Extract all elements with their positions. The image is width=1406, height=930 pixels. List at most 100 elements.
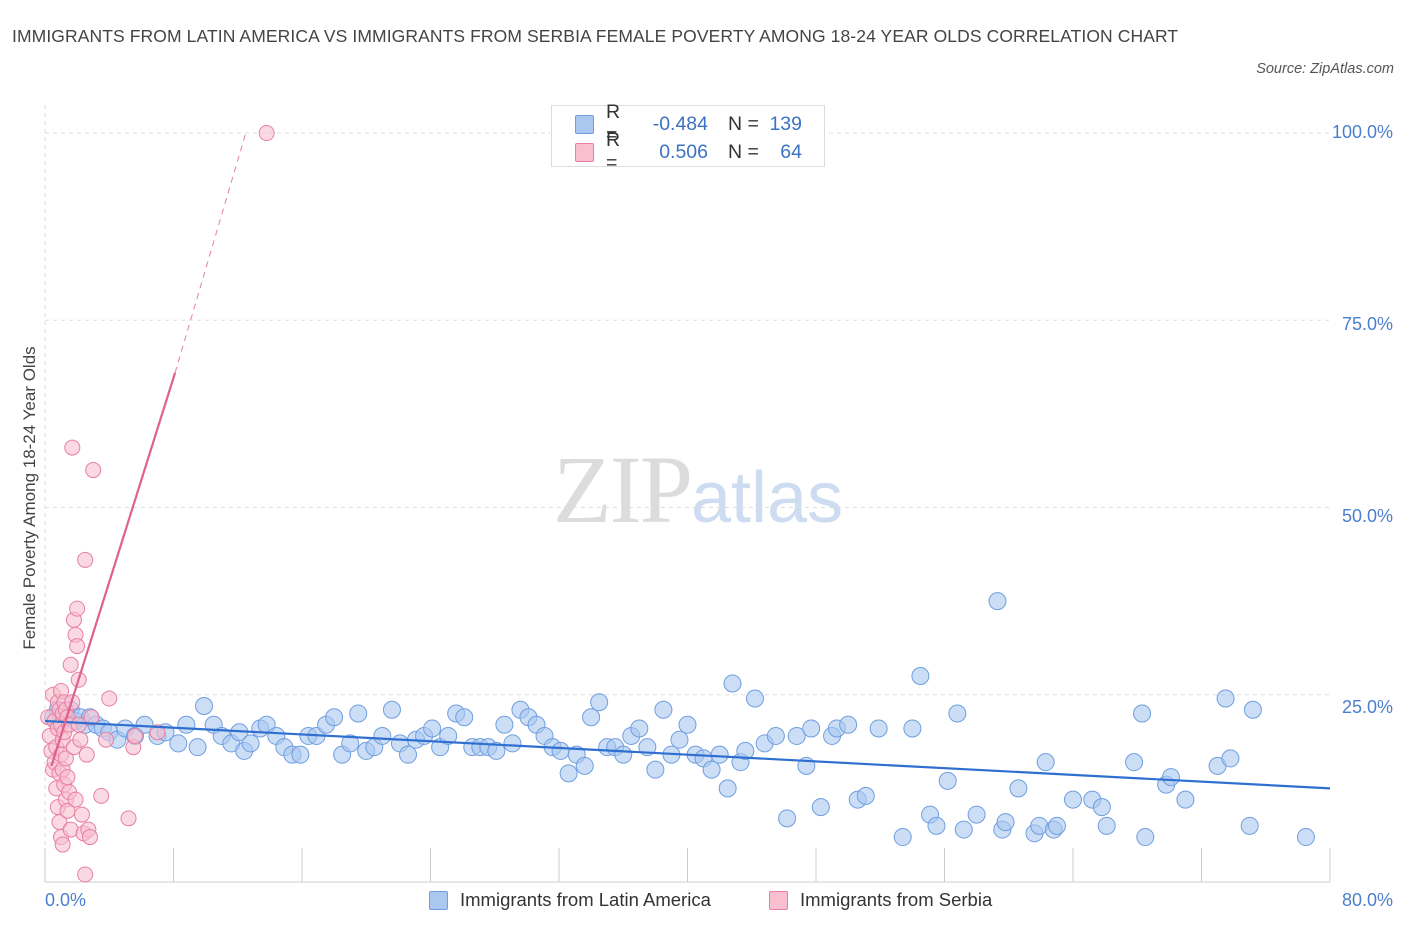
latin-america-point xyxy=(766,726,785,745)
latin-america-point xyxy=(1240,816,1259,835)
latin-america-point xyxy=(439,726,458,745)
latin-america-point xyxy=(291,745,310,764)
latin-america-point xyxy=(911,667,930,686)
chart-title: IMMIGRANTS FROM LATIN AMERICA VS IMMIGRA… xyxy=(12,26,1179,46)
series-label-latin-america: Immigrants from Latin America xyxy=(460,889,711,910)
serbia-point xyxy=(120,810,137,827)
correlation-legend: R = -0.484 N = 139 R = 0.506 N = 64 xyxy=(551,101,825,174)
latin-america-point xyxy=(1296,828,1315,847)
latin-america-point xyxy=(1092,798,1111,817)
latin-america-point xyxy=(373,726,392,745)
series-swatch-serbia xyxy=(769,890,788,910)
latin-america-point xyxy=(188,738,207,757)
serbia-point xyxy=(57,750,74,767)
latin-america-point xyxy=(948,704,967,723)
series-label-serbia: Immigrants from Serbia xyxy=(800,889,993,910)
latin-america-point xyxy=(718,779,737,798)
latin-america-point xyxy=(1125,753,1144,772)
latin-america-point xyxy=(1176,790,1195,809)
legend-r-value: -0.484 xyxy=(652,112,708,135)
serbia-point xyxy=(73,806,90,823)
latin-america-point xyxy=(1097,816,1116,835)
x-tick-min: 0.0% xyxy=(45,890,87,910)
y-tick-100: 100.0% xyxy=(1331,122,1393,142)
latin-america-point xyxy=(349,704,368,723)
latin-america-point xyxy=(678,715,697,734)
latin-america-point xyxy=(839,715,858,734)
serbia-point xyxy=(64,439,81,456)
latin-america-point xyxy=(1216,689,1235,708)
latin-america-point xyxy=(927,816,946,835)
latin-america-point xyxy=(856,786,875,805)
latin-america-point xyxy=(811,798,830,817)
legend-n-label: N = xyxy=(728,112,759,135)
latin-america-point xyxy=(195,696,214,715)
latin-america-point xyxy=(710,745,729,764)
legend-r-value: 0.506 xyxy=(659,140,708,163)
latin-america-point xyxy=(630,719,649,738)
latin-america-point xyxy=(590,693,609,712)
latin-america-point xyxy=(495,715,514,734)
serbia-point xyxy=(81,829,98,846)
serbia-point xyxy=(62,656,79,673)
serbia-point xyxy=(54,836,71,853)
serbia-point xyxy=(126,727,143,744)
latin-america-point xyxy=(423,719,442,738)
latin-america-point xyxy=(967,805,986,824)
serbia-point xyxy=(83,709,100,726)
latin-america-point xyxy=(745,689,764,708)
series-swatch-latin-america xyxy=(429,890,448,910)
series-legend-latin-america[interactable]: Immigrants from Latin America xyxy=(429,889,711,911)
series-legend: Immigrants from Latin America Immigrants… xyxy=(0,889,1406,915)
latin-america-point xyxy=(241,734,260,753)
latin-america-point xyxy=(341,734,360,753)
latin-america-point xyxy=(802,719,821,738)
latin-america-point xyxy=(487,741,506,760)
watermark: ZIPatlas xyxy=(553,440,843,548)
legend-r-label: R = xyxy=(606,101,621,146)
serbia-point xyxy=(69,638,86,655)
latin-america-point xyxy=(1221,749,1240,768)
legend-n-label: N = xyxy=(728,140,759,163)
latin-america-point xyxy=(503,734,522,753)
latin-america-point xyxy=(1047,816,1066,835)
serbia-point xyxy=(93,787,110,804)
latin-america-point xyxy=(670,730,689,749)
latin-america-point xyxy=(1036,753,1055,772)
y-tick-75: 75.0% xyxy=(1341,314,1393,334)
latin-america-point xyxy=(938,771,957,790)
latin-america-point xyxy=(654,700,673,719)
latin-america-point xyxy=(723,674,742,693)
latin-america-point xyxy=(1161,768,1180,787)
legend-n-value: 64 xyxy=(780,140,802,163)
serbia-point xyxy=(67,791,84,808)
y-axis-label: Female Poverty Among 18-24 Year Olds xyxy=(20,346,39,650)
x-tick-max: 80.0% xyxy=(1341,890,1393,910)
legend-n-value: 139 xyxy=(769,112,802,135)
serbia-point xyxy=(77,551,94,568)
legend-row-latin-america: R = -0.484 N = 139 xyxy=(575,101,802,146)
latin-america-point xyxy=(455,708,474,727)
latin-america-point xyxy=(778,809,797,828)
latin-america-point xyxy=(954,820,973,839)
latin-america-point xyxy=(559,764,578,783)
y-tick-25: 25.0% xyxy=(1341,697,1393,717)
serbia-point xyxy=(59,769,76,786)
watermark-zip: ZIP xyxy=(553,436,693,543)
latin-america-point xyxy=(399,745,418,764)
latin-america-point xyxy=(988,592,1007,611)
legend-swatch-serbia xyxy=(575,142,594,162)
serbia-trend-line xyxy=(50,372,177,767)
series-legend-serbia[interactable]: Immigrants from Serbia xyxy=(769,889,992,911)
latin-america-point xyxy=(869,719,888,738)
legend-swatch-latin-america xyxy=(575,114,594,134)
serbia-point xyxy=(77,866,94,883)
y-tick-50: 50.0% xyxy=(1341,506,1393,526)
serbia-point xyxy=(258,125,275,141)
latin-america-point xyxy=(382,700,401,719)
latin-america-point xyxy=(177,715,196,734)
latin-america-point xyxy=(582,708,601,727)
latin-america-point xyxy=(551,741,570,760)
latin-america-point xyxy=(787,726,806,745)
